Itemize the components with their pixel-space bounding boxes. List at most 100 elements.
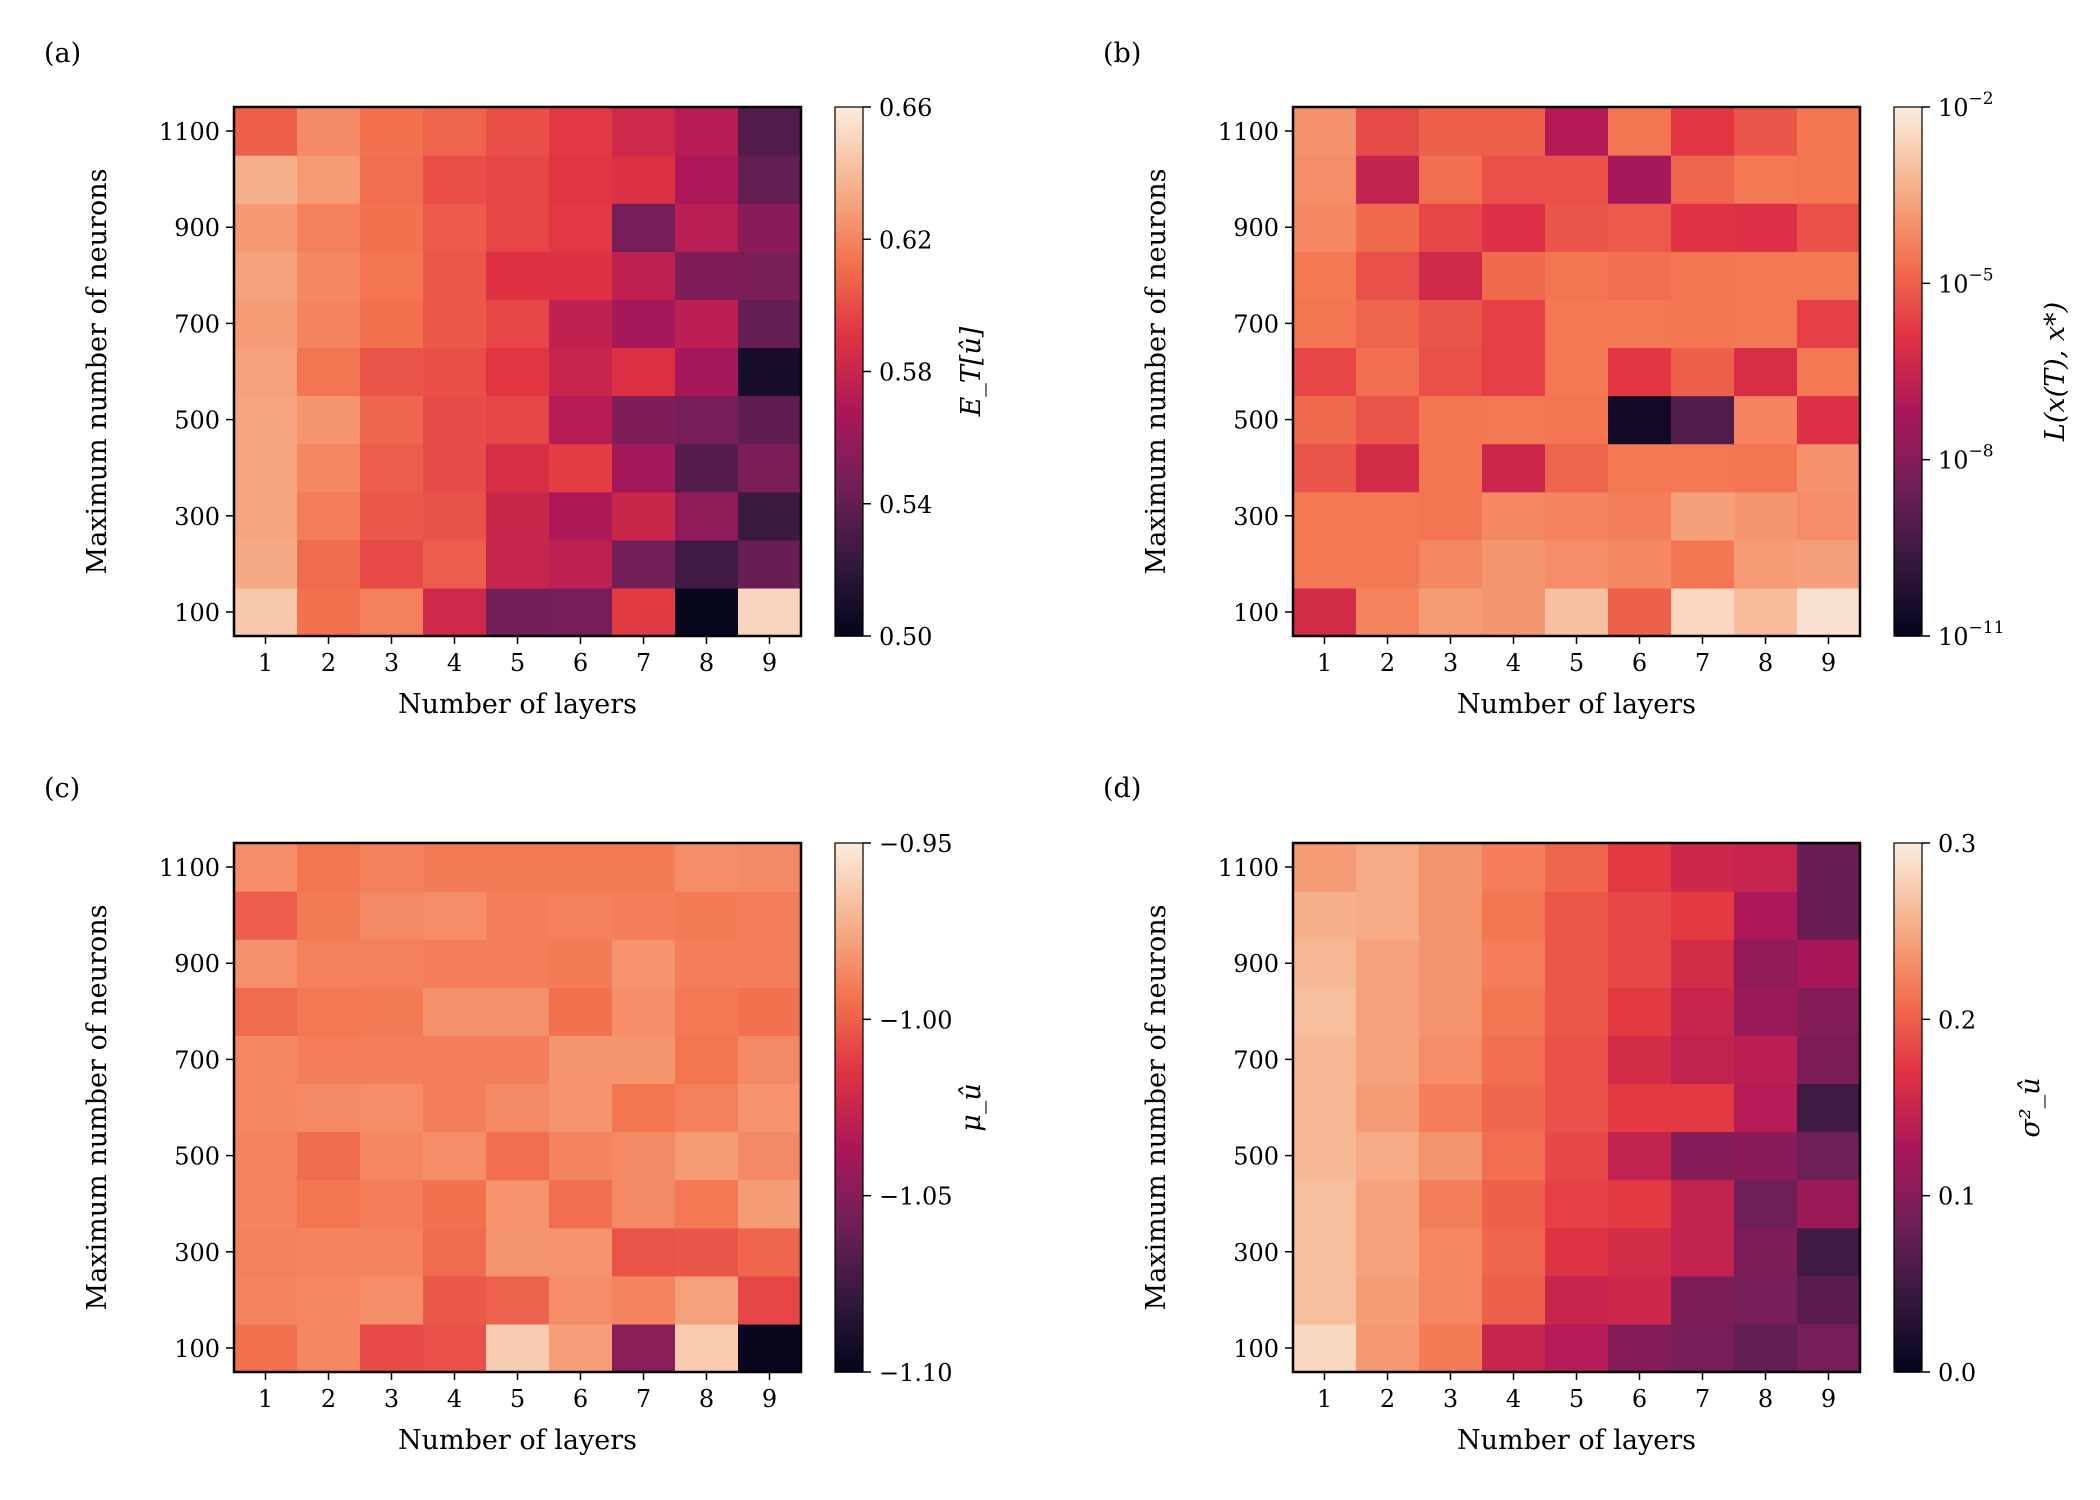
colorbar-segment <box>835 1239 863 1245</box>
colorbar-segment <box>1894 957 1922 963</box>
x-tick-label: 7 <box>636 1385 651 1413</box>
colorbar-segment <box>835 984 863 990</box>
colorbar-segment <box>1894 203 1922 210</box>
heatmap-cell <box>738 299 802 349</box>
colorbar-segment <box>835 278 863 285</box>
colorbar-segment <box>1894 1275 1922 1281</box>
colorbar-tick-label: 0.50 <box>879 623 932 651</box>
heatmap-cell <box>1671 987 1735 1036</box>
colorbar-segment <box>1894 578 1922 584</box>
colorbar-segment <box>835 115 863 122</box>
y-tick-label: 100 <box>174 599 220 627</box>
colorbar-segment <box>1894 561 1922 567</box>
heatmap-cell <box>1293 443 1357 493</box>
colorbar-segment <box>835 129 863 135</box>
heatmap-cell <box>612 155 676 204</box>
heatmap-cell <box>1671 107 1735 156</box>
colorbar-segment <box>1894 499 1922 505</box>
heatmap-cell <box>1545 843 1609 892</box>
colorbar-segment <box>835 358 863 364</box>
y-tick-label: 300 <box>1233 1239 1279 1267</box>
colorbar-segment <box>835 1270 863 1276</box>
x-tick-label: 5 <box>1569 649 1584 677</box>
heatmap-cell <box>1545 203 1609 252</box>
heatmap-cell <box>549 203 613 252</box>
heatmap-cell <box>1293 299 1357 349</box>
colorbar-segment <box>835 362 863 368</box>
x-tick-label: 9 <box>762 1385 777 1413</box>
colorbar-segment <box>1894 1323 1922 1329</box>
colorbar-segment <box>1894 1305 1922 1312</box>
colorbar-segment <box>835 384 863 390</box>
colorbar-segment <box>835 1297 863 1303</box>
colorbar-segment <box>1894 503 1922 509</box>
colorbar-segment <box>1894 442 1922 448</box>
heatmap-cell <box>1734 1179 1798 1229</box>
colorbar-segment <box>1894 305 1922 311</box>
x-tick-label: 5 <box>510 1385 525 1413</box>
heatmap-cell <box>612 395 676 445</box>
heatmap-cell <box>612 107 676 156</box>
colorbar-segment <box>1894 1173 1922 1179</box>
heatmap-cell <box>423 155 487 204</box>
colorbar-segment <box>1894 309 1922 315</box>
colorbar-segment <box>835 173 863 179</box>
heatmap-cell <box>1797 1035 1861 1085</box>
colorbar-segment <box>1894 962 1922 968</box>
y-axis-label: Maximum number of neurons <box>1141 905 1172 1311</box>
colorbar-segment <box>835 503 863 509</box>
y-tick-label: 100 <box>1233 599 1279 627</box>
heatmap-cell <box>1608 251 1672 300</box>
colorbar-segment <box>1894 627 1922 633</box>
colorbar-segment <box>835 516 863 523</box>
colorbar-segment <box>1894 622 1922 628</box>
colorbar-segment <box>835 1301 863 1307</box>
heatmap-cell <box>423 939 487 988</box>
colorbar-segment <box>835 1014 863 1021</box>
heatmap-cell <box>675 987 739 1036</box>
heatmap-cell <box>1356 347 1420 397</box>
heatmap-cell <box>612 1323 676 1373</box>
x-tick-label: 2 <box>321 1385 336 1413</box>
colorbar-segment <box>835 107 863 113</box>
colorbar-segment <box>1894 1349 1922 1356</box>
heatmap-cell <box>1545 395 1609 445</box>
colorbar-tick-label: 0.3 <box>1938 830 1976 858</box>
heatmap-cell <box>297 587 361 637</box>
colorbar-segment <box>835 1341 863 1347</box>
heatmap-cell <box>297 1179 361 1229</box>
heatmap-cell <box>1671 1227 1735 1277</box>
heatmap-cell <box>738 1275 802 1325</box>
colorbar-segment <box>1894 1085 1922 1091</box>
colorbar-segment <box>1894 931 1922 937</box>
colorbar-segment <box>835 256 863 263</box>
heatmap-cell <box>1797 587 1861 637</box>
heatmap-cell <box>1419 1179 1483 1229</box>
heatmap-cell <box>1293 1131 1357 1181</box>
colorbar-segment <box>1894 860 1922 866</box>
heatmap-cell <box>1545 1035 1609 1085</box>
colorbar-segment <box>1894 115 1922 122</box>
colorbar-segment <box>1894 851 1922 858</box>
heatmap-cell <box>360 203 424 252</box>
heatmap-cell <box>486 1035 550 1085</box>
y-tick-label: 100 <box>1233 1335 1279 1363</box>
heatmap-cell <box>1482 1275 1546 1325</box>
heatmap-cell <box>234 891 298 940</box>
colorbar-segment <box>835 1305 863 1312</box>
colorbar-segment <box>835 1323 863 1329</box>
heatmap-cell <box>423 1131 487 1181</box>
colorbar-segment <box>835 1103 863 1109</box>
y-tick-label: 500 <box>174 407 220 435</box>
heatmap-cell <box>423 491 487 541</box>
heatmap-cell <box>612 1131 676 1181</box>
heatmap-cell <box>738 1083 802 1133</box>
colorbar-segment <box>1894 230 1922 236</box>
heatmap-cell <box>675 251 739 300</box>
colorbar-segment <box>835 1257 863 1263</box>
colorbar-segment <box>835 1261 863 1267</box>
heatmap-cell <box>1797 299 1861 349</box>
y-tick-label: 1100 <box>159 854 220 882</box>
heatmap-cell <box>1608 1275 1672 1325</box>
